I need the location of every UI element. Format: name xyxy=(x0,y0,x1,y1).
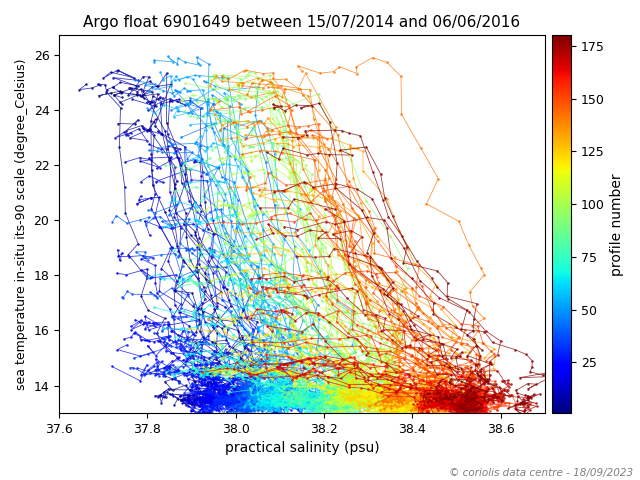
Title: Argo float 6901649 between 15/07/2014 and 06/06/2016: Argo float 6901649 between 15/07/2014 an… xyxy=(83,15,520,30)
Y-axis label: profile number: profile number xyxy=(611,173,625,276)
Y-axis label: sea temperature in-situ its-90 scale (degree_Celsius): sea temperature in-situ its-90 scale (de… xyxy=(15,59,28,390)
X-axis label: practical salinity (psu): practical salinity (psu) xyxy=(225,442,380,456)
Text: © coriolis data centre - 18/09/2023: © coriolis data centre - 18/09/2023 xyxy=(449,468,634,478)
